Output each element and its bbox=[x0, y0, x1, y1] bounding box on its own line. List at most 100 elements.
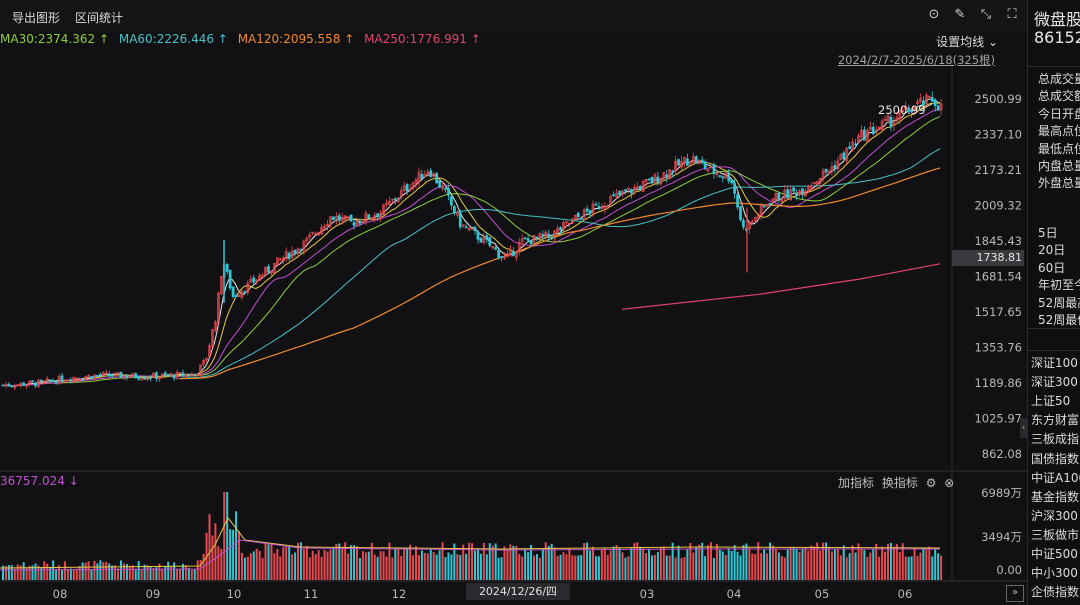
volume-bar bbox=[763, 549, 766, 580]
volume-bar bbox=[718, 549, 721, 580]
volume-bar bbox=[733, 545, 736, 580]
volume-bar bbox=[910, 556, 913, 580]
volume-bar bbox=[833, 549, 836, 580]
index-list-item[interactable]: 中小300 bbox=[1031, 566, 1078, 581]
volume-bar bbox=[518, 553, 521, 580]
volume-bar bbox=[603, 547, 606, 580]
candle-body bbox=[612, 194, 616, 196]
volume-bar bbox=[792, 547, 795, 580]
volume-bar bbox=[261, 557, 264, 580]
candle-body bbox=[385, 203, 388, 205]
candle-body bbox=[529, 240, 533, 245]
candle-body bbox=[845, 147, 849, 161]
gear-icon[interactable]: ⚙ bbox=[925, 476, 937, 490]
volume-bar bbox=[417, 555, 420, 580]
volume-bar bbox=[662, 546, 665, 580]
volume-bar bbox=[689, 543, 692, 580]
add-indicator-button[interactable]: 加指标 bbox=[838, 476, 875, 490]
candle-body bbox=[367, 214, 371, 219]
candle-body bbox=[405, 184, 409, 192]
time-axis-label: 03 bbox=[640, 587, 655, 601]
index-list-item[interactable]: 中证A100 bbox=[1031, 470, 1080, 485]
candle-body bbox=[883, 118, 887, 121]
candle-body bbox=[641, 180, 645, 192]
candle-body bbox=[155, 372, 158, 379]
candle-body bbox=[703, 161, 707, 169]
volume-bar bbox=[875, 544, 878, 580]
index-list-item[interactable]: 深证100 bbox=[1031, 356, 1078, 370]
close-icon[interactable]: ⊗ bbox=[944, 476, 955, 490]
switch-indicator-button[interactable]: 换指标 bbox=[881, 476, 918, 490]
candle-body bbox=[278, 258, 282, 261]
index-list-item[interactable]: 沪深300 bbox=[1031, 508, 1078, 523]
volume-bar bbox=[34, 563, 37, 580]
brush-icon[interactable]: ✎ bbox=[954, 7, 966, 22]
index-list-item[interactable]: 深证300 bbox=[1031, 375, 1078, 390]
range-label[interactable]: 2024/2/7-2025/6/18(325根) bbox=[837, 53, 995, 67]
candle-body bbox=[736, 194, 739, 208]
volume-bar bbox=[887, 543, 889, 580]
candle-body bbox=[629, 189, 633, 194]
candle-body bbox=[411, 182, 415, 189]
index-list-item[interactable]: 基金指数 bbox=[1031, 489, 1080, 504]
index-list-item[interactable]: 上证50 bbox=[1031, 394, 1071, 409]
export-chart-button[interactable]: 导出图形 bbox=[12, 11, 61, 25]
candle-body bbox=[544, 231, 548, 238]
candle-body bbox=[308, 234, 312, 238]
candle-body bbox=[582, 209, 586, 220]
candle-body bbox=[786, 189, 790, 199]
index-list-item[interactable]: 三板做市 bbox=[1031, 527, 1080, 542]
dropdown-circle-icon[interactable]: ⊙ bbox=[928, 7, 940, 22]
volume-bar bbox=[423, 552, 426, 580]
volume-bar bbox=[742, 545, 745, 580]
candle-body bbox=[801, 188, 804, 195]
candle-body bbox=[122, 375, 126, 380]
candle-body bbox=[559, 227, 562, 231]
candle-body bbox=[585, 208, 589, 212]
volume-bar bbox=[819, 550, 822, 580]
volume-bar bbox=[925, 548, 928, 580]
volume-bar bbox=[683, 557, 686, 580]
expand-icon[interactable]: ⤡ bbox=[980, 7, 992, 22]
ma60-value: MA60:2226.446 ↑ bbox=[118, 32, 228, 46]
candle-body bbox=[753, 217, 757, 222]
volume-axis-label: 3494万 bbox=[981, 530, 1022, 544]
volume-bar bbox=[181, 563, 184, 580]
candle-body bbox=[137, 376, 141, 380]
period-label: 52周最低 bbox=[1038, 313, 1080, 327]
set-ma-button[interactable]: 设置均线 ⌄ bbox=[936, 33, 998, 50]
period-label: 20日 bbox=[1038, 243, 1066, 258]
kline-chart[interactable]: 2500.99 2337.10 2173.21 2009.32 1845.43 1681.… bbox=[0, 0, 1027, 605]
volume-bar bbox=[409, 544, 412, 580]
volume-bar bbox=[816, 542, 819, 580]
candle-body bbox=[335, 215, 338, 222]
index-list-item[interactable]: 国债指数 bbox=[1031, 451, 1080, 466]
volume-bar bbox=[441, 542, 444, 580]
double-chevron-right-icon[interactable]: » bbox=[1006, 585, 1024, 602]
index-list-item[interactable]: 企债指数 bbox=[1031, 585, 1080, 600]
fullscreen-icon[interactable]: ⛶ bbox=[1007, 7, 1017, 22]
index-list-item[interactable]: 东方财富 bbox=[1031, 413, 1080, 428]
volume-bar bbox=[320, 556, 323, 580]
index-list-item[interactable]: 三板成指 bbox=[1031, 432, 1080, 447]
candle-body bbox=[609, 196, 613, 205]
volume-bar bbox=[828, 546, 830, 580]
candle-body bbox=[42, 380, 46, 383]
candle-body bbox=[863, 129, 866, 141]
candle-body bbox=[149, 377, 152, 379]
interval-stats-button[interactable]: 区间统计 bbox=[75, 11, 124, 25]
high-marker-leader bbox=[919, 103, 933, 111]
volume-bar bbox=[798, 551, 801, 580]
index-list-item[interactable]: 中证500 bbox=[1031, 547, 1078, 561]
volume-bar bbox=[503, 546, 506, 580]
volume-bar bbox=[190, 569, 193, 580]
volume-bar bbox=[456, 554, 459, 580]
panel-collapse-handle[interactable]: ‹ bbox=[1020, 418, 1027, 438]
candle-body bbox=[57, 376, 61, 384]
candle-body bbox=[72, 377, 76, 383]
candle-body bbox=[276, 257, 279, 266]
candle-body bbox=[827, 170, 831, 174]
volume-bar bbox=[122, 563, 125, 580]
candle-body bbox=[435, 172, 438, 184]
volume-axis-label: 0.00 bbox=[996, 563, 1022, 577]
